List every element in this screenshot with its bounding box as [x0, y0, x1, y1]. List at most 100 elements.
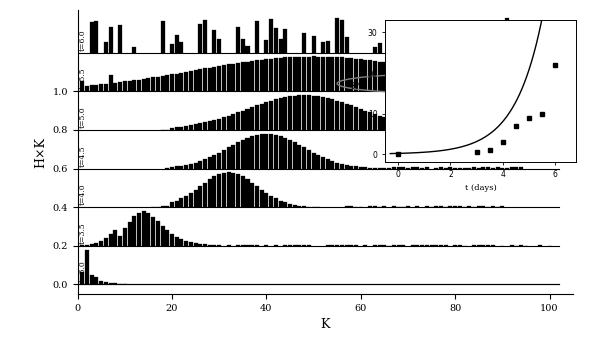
Bar [236, 112, 240, 130]
Bar [505, 168, 509, 169]
Bar [373, 61, 377, 91]
Bar [538, 86, 542, 91]
Bar [274, 135, 278, 169]
Bar [113, 230, 118, 246]
Bar [335, 163, 339, 169]
Bar [392, 40, 396, 53]
Bar [241, 245, 245, 246]
Bar [458, 128, 462, 130]
Bar [302, 56, 306, 91]
Text: t=3.0: t=3.0 [78, 261, 87, 283]
Bar [491, 129, 495, 130]
Bar [463, 168, 467, 169]
Bar [189, 71, 193, 91]
Bar [373, 114, 377, 130]
Bar [203, 20, 207, 53]
Bar [227, 172, 230, 207]
Bar [255, 245, 259, 246]
Bar [193, 163, 198, 169]
Bar [378, 245, 381, 246]
Bar [533, 128, 537, 130]
Bar [434, 128, 438, 130]
Bar [538, 245, 542, 246]
Bar [326, 57, 330, 91]
Bar [137, 213, 141, 246]
Bar [180, 126, 183, 130]
Bar [302, 95, 306, 130]
Bar [420, 69, 424, 91]
Bar [472, 39, 476, 53]
Bar [326, 245, 330, 246]
Bar [227, 245, 230, 246]
Bar [486, 167, 490, 169]
Text: t=3.5: t=3.5 [78, 222, 87, 244]
Bar [505, 18, 509, 53]
Bar [349, 245, 353, 246]
Bar [184, 241, 188, 246]
Bar [85, 86, 89, 91]
Bar [118, 82, 122, 91]
Bar [161, 76, 165, 91]
Bar [453, 168, 457, 169]
Bar [81, 81, 84, 91]
Bar [547, 78, 552, 91]
Bar [141, 79, 146, 91]
Bar [354, 107, 358, 130]
Bar [104, 238, 108, 246]
Bar [425, 126, 429, 130]
Bar [354, 166, 358, 169]
Bar [316, 56, 321, 91]
Bar [156, 221, 160, 246]
Bar [241, 176, 245, 207]
Bar [533, 85, 537, 91]
Bar [519, 167, 523, 169]
Bar [425, 69, 429, 91]
Bar [250, 107, 254, 130]
Bar [528, 128, 533, 130]
Bar [213, 30, 217, 53]
Bar [444, 73, 448, 91]
Bar [392, 64, 396, 91]
Bar [128, 81, 131, 91]
Bar [231, 64, 235, 91]
Bar [448, 167, 453, 169]
Bar [161, 226, 165, 246]
Bar [260, 190, 264, 207]
Bar [146, 78, 150, 91]
Bar [411, 124, 415, 130]
Bar [269, 101, 273, 130]
Bar [481, 167, 485, 169]
Bar [491, 80, 495, 91]
Bar [264, 41, 269, 53]
Bar [416, 167, 420, 169]
Bar [396, 245, 401, 246]
Bar [434, 168, 438, 169]
Bar [463, 128, 467, 130]
Bar [85, 245, 89, 246]
Bar [481, 129, 485, 130]
Bar [453, 245, 457, 246]
Bar [245, 46, 250, 53]
Bar [217, 245, 221, 246]
Bar [297, 57, 301, 91]
Bar [500, 81, 504, 91]
Bar [245, 62, 250, 91]
Bar [496, 45, 500, 53]
Bar [241, 39, 245, 53]
Bar [90, 22, 94, 53]
Bar [94, 243, 99, 246]
Bar [90, 275, 94, 284]
Bar [85, 250, 89, 284]
Bar [321, 42, 325, 53]
Bar [293, 142, 297, 169]
Bar [439, 167, 443, 169]
Bar [193, 124, 198, 130]
Bar [297, 145, 301, 169]
Bar [344, 245, 349, 246]
Bar [330, 245, 334, 246]
Bar [222, 173, 226, 207]
Bar [203, 244, 207, 246]
Bar [99, 84, 103, 91]
Bar [151, 77, 155, 91]
Bar [227, 116, 230, 130]
